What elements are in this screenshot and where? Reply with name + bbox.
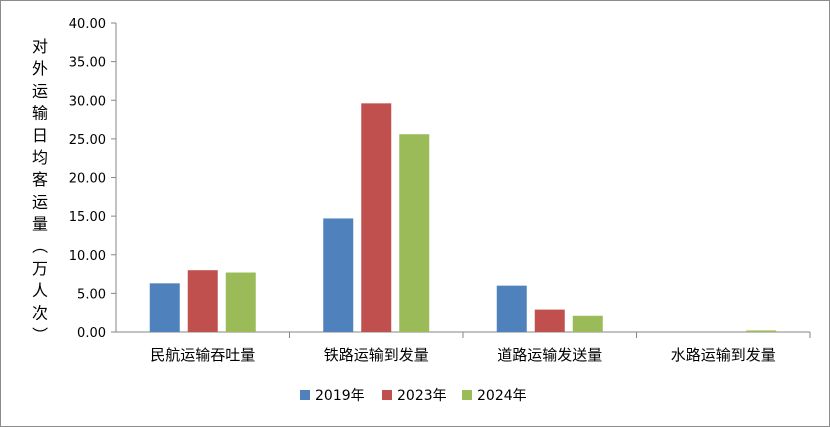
y-axis-label-char: 外 xyxy=(32,59,48,78)
y-axis-label-char: ） xyxy=(30,327,49,343)
bar xyxy=(496,285,527,332)
legend-label: 2023年 xyxy=(397,388,447,404)
y-axis-label-char: 输 xyxy=(32,104,48,123)
legend-label: 2024年 xyxy=(477,388,527,404)
y-tick-label: 25.00 xyxy=(69,133,106,148)
y-axis-label-char: 人 xyxy=(32,281,48,300)
y-tick-label: 15.00 xyxy=(69,210,106,225)
legend: 2019年 2023年 2024年 xyxy=(300,388,527,404)
y-axis-label-char: 日 xyxy=(32,126,48,145)
legend-swatch xyxy=(462,390,472,400)
y-ticks: 0.00 5.00 10.00 15.00 20.00 25.00 30.00 35.00 40… xyxy=(69,17,116,341)
bar xyxy=(149,283,180,332)
bars xyxy=(149,103,777,332)
category-label: 水路运输到发量 xyxy=(671,346,776,364)
bar xyxy=(323,218,354,332)
bar xyxy=(399,134,430,332)
y-axis-label-char: 运 xyxy=(32,192,48,211)
bar xyxy=(746,330,777,332)
y-axis-label-char: 量 xyxy=(32,215,48,234)
y-tick-label: 35.00 xyxy=(69,56,106,71)
bar xyxy=(534,309,565,332)
category-labels: 民航运输吞吐量 铁路运输到发量 道路运输发送量 水路运输到发量 xyxy=(150,346,776,364)
y-tick-label: 20.00 xyxy=(69,172,106,187)
y-axis-label-char: 均 xyxy=(32,148,48,167)
category-label: 铁路运输到发量 xyxy=(324,346,429,364)
y-axis-label-char: 对 xyxy=(32,37,48,56)
y-axis-label-char: 万 xyxy=(32,259,48,278)
category-label: 民航运输吞吐量 xyxy=(150,346,255,364)
y-tick-label: 5.00 xyxy=(77,287,106,302)
y-axis-label-char: 客 xyxy=(32,170,48,189)
y-tick-label: 0.00 xyxy=(77,326,106,341)
bar xyxy=(187,270,218,332)
axes xyxy=(115,23,811,338)
y-tick-label: 30.00 xyxy=(69,94,106,109)
legend-swatch xyxy=(300,390,310,400)
y-tick-label: 10.00 xyxy=(69,249,106,264)
category-label: 道路运输发送量 xyxy=(497,346,602,364)
y-tick-label: 40.00 xyxy=(69,17,106,32)
bar xyxy=(572,315,603,332)
y-axis-label-char: （ xyxy=(30,238,49,254)
legend-swatch xyxy=(382,390,392,400)
legend-label: 2019年 xyxy=(315,388,365,404)
bar xyxy=(225,272,256,332)
y-axis-label-char: 运 xyxy=(32,81,48,100)
y-axis-label-char: 次 xyxy=(32,303,48,322)
bar xyxy=(361,103,392,332)
